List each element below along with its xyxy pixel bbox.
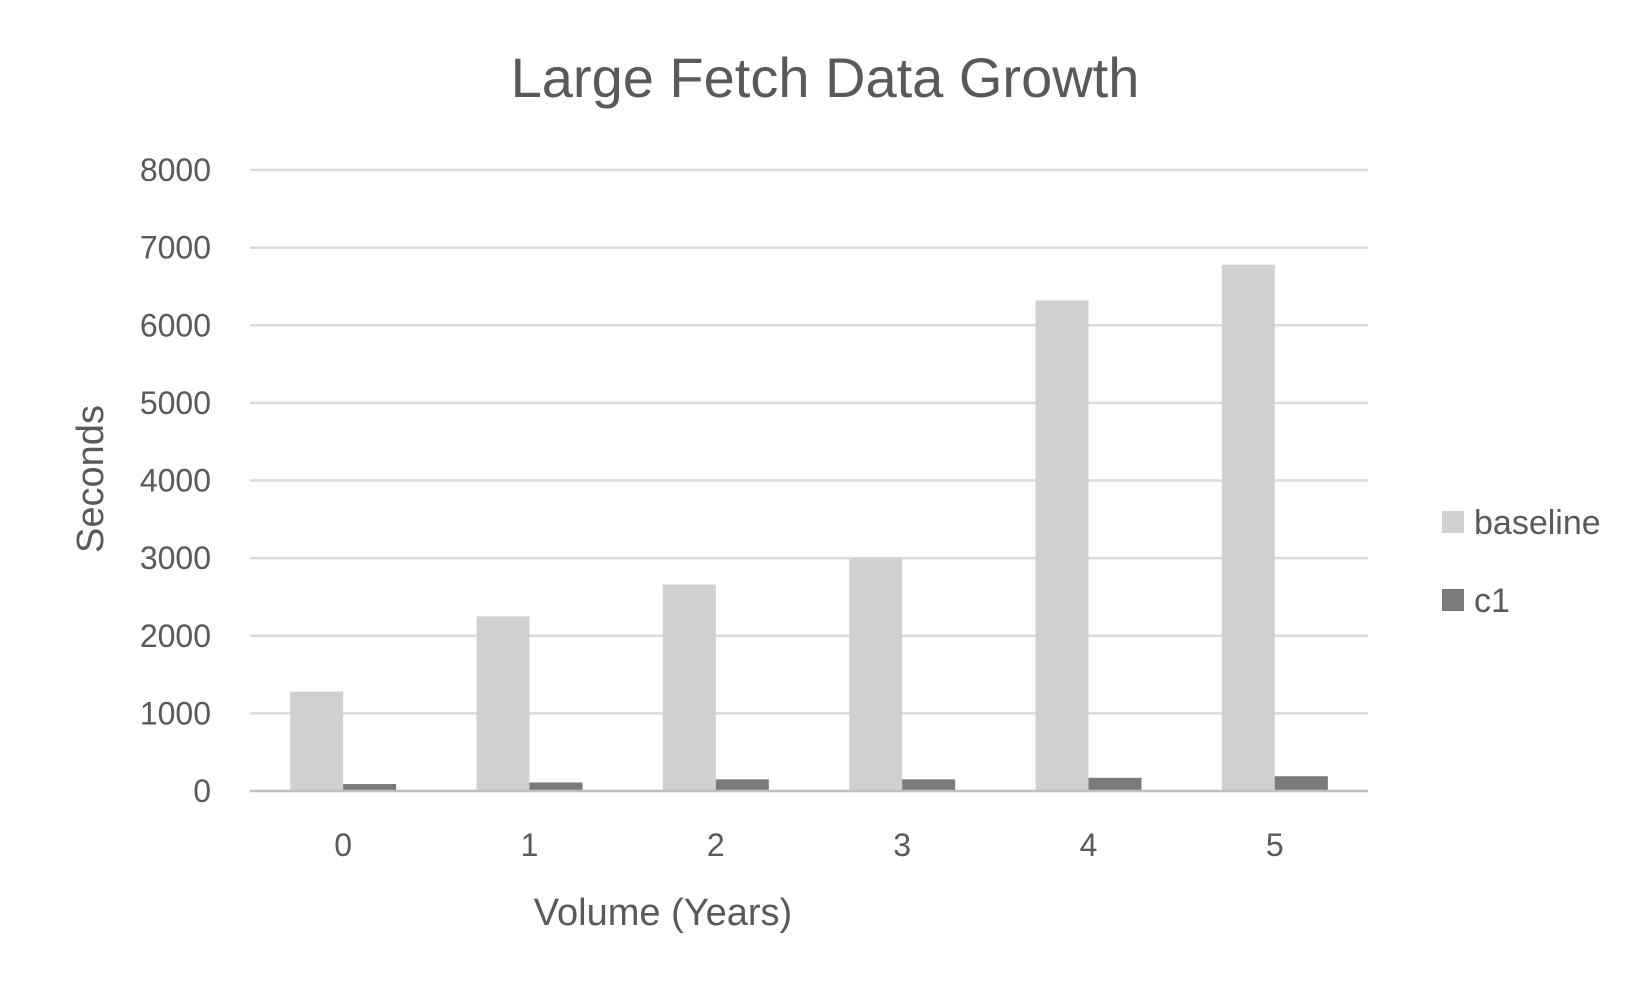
y-tick-label: 7000: [140, 230, 211, 266]
x-tick-label: 4: [1080, 827, 1098, 863]
y-tick-label: 6000: [140, 307, 211, 343]
x-tick-label: 5: [1266, 827, 1284, 863]
legend-swatch-c1: [1442, 589, 1464, 611]
bar-c1-4: [1088, 777, 1142, 791]
y-tick-label: 4000: [140, 463, 211, 499]
x-tick-labels: 0 1 2 3 4 5: [334, 827, 1283, 863]
bar-baseline-5: [1221, 264, 1275, 791]
x-tick-label: 2: [707, 827, 725, 863]
bar-c1-2: [715, 779, 769, 791]
bar-c1-5: [1274, 776, 1328, 791]
legend: baseline c1: [1442, 504, 1601, 620]
bar-c1-0: [343, 784, 397, 791]
x-tick-label: 3: [893, 827, 911, 863]
y-tick-label: 8000: [140, 152, 211, 188]
y-tick-label: 2000: [140, 618, 211, 654]
chart-title: Large Fetch Data Growth: [511, 46, 1140, 109]
x-tick-label: 1: [521, 827, 539, 863]
bars: [290, 264, 1328, 791]
x-tick-label: 0: [334, 827, 352, 863]
x-axis-title: Volume (Years): [534, 892, 792, 934]
legend-swatch-baseline: [1442, 511, 1464, 533]
bar-baseline-1: [476, 616, 530, 791]
bar-baseline-3: [849, 558, 903, 791]
bar-c1-3: [902, 779, 956, 791]
y-tick-label: 1000: [140, 695, 211, 731]
y-tick-label: 0: [193, 773, 211, 809]
bar-c1-1: [529, 782, 583, 791]
gridlines: [250, 168, 1368, 715]
y-tick-labels: 0 1000 2000 3000 4000 5000 6000 7000 8000: [140, 152, 211, 809]
bar-baseline-4: [1035, 300, 1089, 791]
y-tick-label: 3000: [140, 540, 211, 576]
legend-label-baseline: baseline: [1474, 504, 1601, 542]
legend-label-c1: c1: [1474, 582, 1510, 620]
y-tick-label: 5000: [140, 385, 211, 421]
y-axis-title: Seconds: [70, 405, 112, 553]
bar-baseline-2: [662, 584, 716, 791]
bar-baseline-0: [290, 691, 344, 791]
